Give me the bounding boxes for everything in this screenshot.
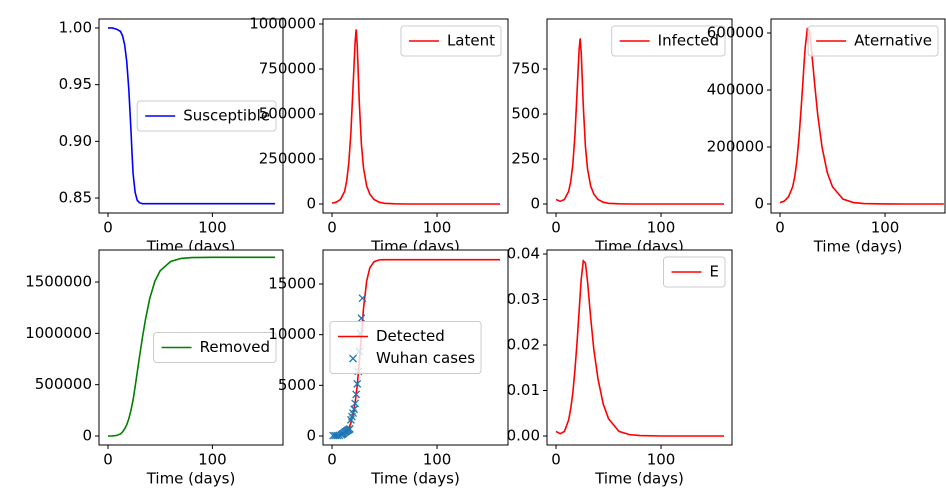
x-tick-label: 100: [198, 451, 227, 469]
legend-label: Wuhan cases: [376, 349, 475, 367]
legend: Detected Wuhan cases: [329, 321, 482, 374]
legend-label: Infected: [658, 32, 719, 50]
x-tick-label: 100: [423, 451, 452, 469]
scatter-marker: [353, 379, 362, 388]
x-tick-label: 0: [775, 219, 785, 237]
y-tick-label: 15000: [268, 274, 316, 292]
y-tick-label: 750000: [259, 60, 316, 78]
x-tick-label: 100: [871, 219, 900, 237]
legend-label: Removed: [200, 338, 270, 356]
legend-box: [136, 100, 277, 132]
y-tick-label: 0.02: [507, 335, 540, 353]
y-tick-label: 1.00: [59, 18, 92, 36]
scatter-marker: [345, 424, 354, 433]
x-tick-label: 0: [551, 219, 561, 237]
x-tick-label: 0: [103, 219, 113, 237]
legend-box: [611, 25, 726, 57]
series-line: [107, 256, 276, 437]
legend-marker: [349, 354, 357, 363]
y-tick-label: 0.85: [59, 189, 92, 207]
y-tick-label: 500: [511, 105, 540, 123]
y-tick-label: 0: [82, 427, 92, 445]
scatter-marker: [352, 390, 361, 399]
legend-box: [153, 332, 277, 363]
y-tick-label: 1000000: [249, 15, 316, 33]
y-tick-label: 250: [511, 150, 540, 168]
y-tick-label: 0.00: [507, 426, 540, 444]
plot-frame: [322, 249, 509, 446]
y-tick-label: 0: [530, 195, 540, 213]
legend: Latent: [400, 25, 502, 57]
y-tick-label: 0.04: [507, 245, 540, 263]
series-line: [555, 259, 725, 437]
y-tick-label: 0.01: [507, 381, 540, 399]
plot-frame: [546, 18, 733, 214]
legend-box: [807, 25, 939, 57]
legend: E: [663, 256, 726, 288]
x-tick-label: 0: [327, 219, 337, 237]
y-tick-label: 1000000: [25, 324, 92, 342]
legend: Aternative: [807, 25, 939, 57]
y-tick-label: 0.03: [507, 290, 540, 308]
legend: Susceptible: [136, 100, 277, 132]
y-tick-label: 400000: [707, 81, 764, 99]
x-tick-label: 0: [103, 451, 113, 469]
y-tick-label: 0: [306, 195, 316, 213]
legend: Removed: [153, 332, 277, 363]
legend-label: E: [710, 263, 719, 281]
y-tick-label: 5000: [278, 376, 316, 394]
y-tick-label: 500000: [35, 375, 92, 393]
y-tick-label: 1500000: [25, 272, 92, 290]
y-tick-label: 0: [754, 194, 764, 212]
legend: Infected: [611, 25, 726, 57]
x-tick-label: 100: [198, 219, 227, 237]
x-tick-label: 0: [551, 451, 561, 469]
x-tick-label: 100: [647, 451, 676, 469]
x-axis-label: Time (days): [370, 470, 460, 488]
x-axis-label: Time (days): [146, 470, 236, 488]
legend-label: Detected: [376, 327, 445, 345]
scatter-marker: [358, 294, 367, 303]
legend-box: [329, 321, 482, 374]
y-tick-label: 0.95: [59, 75, 92, 93]
legend-box: [400, 25, 502, 57]
y-tick-label: 0: [306, 427, 316, 445]
plot-frame: [98, 249, 284, 446]
series-line: [555, 38, 725, 205]
y-tick-label: 200000: [707, 138, 764, 156]
x-axis-label: Time (days): [594, 470, 684, 488]
y-tick-label: 0.90: [59, 132, 92, 150]
series-line: [107, 27, 276, 205]
x-tick-label: 100: [423, 219, 452, 237]
y-tick-label: 500000: [259, 105, 316, 123]
y-tick-label: 10000: [268, 325, 316, 343]
y-tick-label: 600000: [707, 24, 764, 42]
x-tick-label: 0: [327, 451, 337, 469]
legend-label: Latent: [447, 32, 495, 50]
x-tick-label: 100: [647, 219, 676, 237]
scatter-marker: [357, 314, 366, 323]
legend-label: Susceptible: [183, 107, 270, 125]
series-line: [331, 29, 501, 205]
legend-label: Aternative: [854, 32, 932, 50]
y-tick-label: 250000: [259, 150, 316, 168]
plot-frame: [770, 18, 946, 214]
plot-frame: [546, 249, 733, 446]
plot-frame: [322, 18, 509, 214]
plot-frame: [98, 18, 284, 214]
y-tick-label: 750: [511, 60, 540, 78]
x-axis-label: Time (days): [813, 238, 903, 256]
scatter-marker: [351, 399, 360, 408]
